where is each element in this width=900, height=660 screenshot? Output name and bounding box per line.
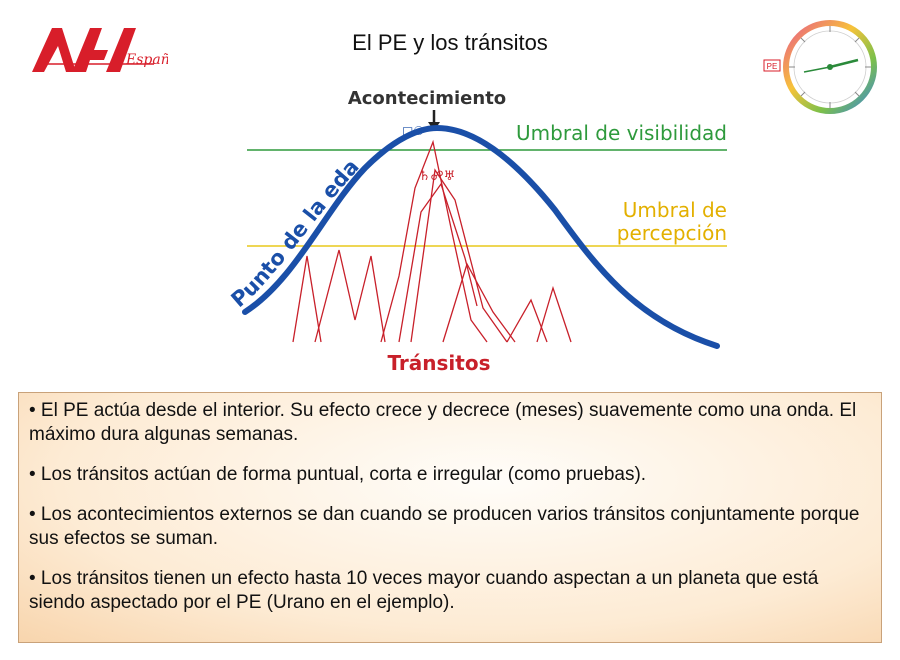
perception-threshold-label-1: Umbral de (623, 198, 727, 222)
transits-spikes (292, 139, 572, 343)
page-title: El PE y los tránsitos (352, 30, 548, 55)
api-espana-logo: España (32, 28, 168, 72)
perception-threshold-label-2: percepción (617, 221, 727, 245)
age-point-clock-icon: PE (763, 20, 877, 114)
logo-text: España (125, 52, 168, 68)
bullet-2: • Los tránsitos actúan de forma puntual,… (29, 464, 647, 485)
transits-label: Tránsitos (387, 351, 490, 375)
svg-text:Punto de la edad: Punto de la edad (215, 80, 364, 312)
event-label: Acontecimiento (348, 88, 506, 109)
clock-pe-label: PE (767, 62, 778, 71)
bullet-4: • Los tránsitos tienen un efecto hasta 1… (29, 568, 819, 613)
bullet-3: • Los acontecimientos externos se dan cu… (29, 504, 860, 549)
age-point-transits-diagram: Acontecimiento □☉ Umbral de visibilidad … (215, 80, 727, 375)
age-point-label: Punto de la edad (215, 80, 364, 312)
age-point-wave (242, 124, 720, 349)
explanation-box: • El PE actúa desde el interior. Su efec… (18, 392, 882, 643)
bullet-1: • El PE actúa desde el interior. Su efec… (29, 400, 857, 445)
visibility-threshold-label: Umbral de visibilidad (516, 121, 727, 145)
planet-glyphs-mid: ♄☍♅ (419, 169, 455, 184)
